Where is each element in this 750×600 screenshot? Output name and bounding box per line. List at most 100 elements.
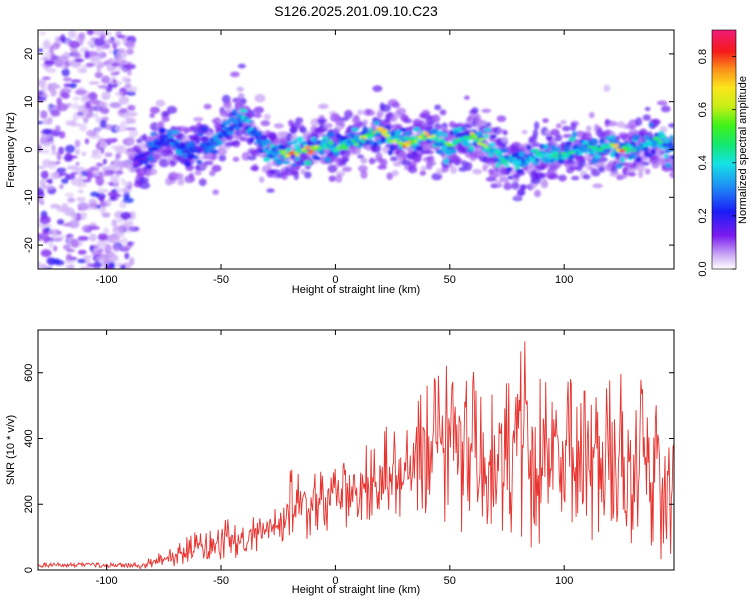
spectrogram-noise-cell: [104, 138, 117, 144]
spectrogram-noise-cell: [85, 62, 95, 68]
spectrogram-ridge-cell: [292, 139, 298, 145]
spectrogram-halo-cell: [211, 152, 218, 161]
spectrogram-halo-cell: [335, 174, 343, 183]
spectrogram-ridge-cell: [436, 149, 443, 155]
spectrogram-noise-cell: [55, 125, 61, 133]
snr-ytick-label: 400: [23, 429, 35, 447]
spectrogram-core-cell: [500, 156, 505, 160]
spectrogram-halo-cell: [188, 172, 195, 182]
spectrogram-ridge-cell: [318, 149, 326, 156]
spectrogram-core-cell: [341, 143, 347, 147]
snr-plot-area: [38, 330, 674, 570]
spectrogram-noise-cell: [104, 169, 115, 177]
spectrogram-ridge-cell: [643, 135, 650, 140]
spectrogram-halo-cell: [203, 103, 212, 110]
spectrogram-noise-cell: [126, 48, 134, 55]
spectrogram-noise-cell: [81, 178, 92, 183]
spectrogram-ridge-cell: [636, 157, 641, 163]
spectrogram-ytick-label: -20: [23, 237, 35, 253]
spectrogram-ylabel: Frequency (Hz): [5, 112, 17, 188]
spectrogram-ridge-cell: [263, 156, 271, 163]
spectrogram-core-cell: [519, 163, 525, 167]
spectrogram-halo-cell: [391, 102, 401, 109]
spectrogram-ytick-label: 0: [23, 146, 35, 152]
spectrogram-noise-cell: [63, 77, 72, 82]
spectrogram-noise-cell: [63, 59, 70, 69]
spectrogram-ridge-cell: [483, 128, 492, 132]
spectrogram-halo-cell: [240, 98, 247, 105]
spectrogram-noise-cell: [106, 39, 113, 43]
spectrogram-noise-cell: [59, 34, 66, 42]
spectrogram-noise-cell: [74, 89, 87, 96]
spectrogram-noise-cell: [47, 257, 56, 266]
spectrogram-halo-cell: [142, 133, 148, 142]
spectrogram-core-cell: [282, 149, 287, 154]
spectrogram-noise-cell: [78, 173, 84, 182]
spectrogram-noise-cell: [118, 166, 123, 171]
spectrogram-noise-cell: [61, 68, 70, 77]
spectrogram-noise-cell: [88, 81, 100, 85]
snr-ytick-label: 200: [23, 495, 35, 513]
spectrogram-noise-cell: [126, 119, 137, 124]
spectrogram-noise-cell: [70, 79, 82, 83]
spectrogram-core-cell: [360, 139, 366, 144]
spectrogram-halo-cell: [660, 105, 671, 113]
spectrogram-core-cell: [252, 133, 259, 137]
spectrogram-noise-cell: [111, 145, 117, 150]
spectrogram-core-cell: [134, 161, 141, 165]
spectrogram-noise-cell: [70, 256, 78, 261]
spectrogram-core-cell: [156, 140, 163, 144]
spectrogram-noise-cell: [43, 39, 51, 49]
spectrogram-core-cell: [478, 137, 485, 141]
spectrogram-noise-cell: [99, 141, 108, 149]
spectrogram-ridge-cell: [442, 132, 448, 138]
spectrogram-core-cell: [548, 150, 553, 154]
spectrogram-halo-cell: [541, 178, 548, 187]
spectrogram-halo-cell: [379, 158, 388, 167]
spectrogram-core-cell: [305, 145, 312, 150]
spectrogram-noise-cell: [65, 264, 76, 269]
spectrogram-core-cell: [236, 118, 241, 123]
spectrogram-noise-cell: [42, 76, 49, 81]
spectrogram-core-cell: [421, 136, 427, 140]
spectrogram-noise-cell: [107, 83, 119, 87]
spectrogram-halo-cell: [469, 112, 477, 119]
spectrogram-noise-cell: [122, 112, 131, 118]
spectrogram-ridge-cell: [307, 141, 315, 147]
spectrogram-halo-cell: [485, 122, 492, 128]
spectrogram-xtick-label: 50: [444, 274, 456, 286]
spectrogram-noise-cell: [59, 184, 64, 190]
spectrogram-halo-cell: [368, 157, 376, 165]
spectrogram-halo-cell: [542, 118, 549, 123]
spectrogram-ridge-cell: [568, 136, 576, 142]
spectrogram-core-cell: [214, 138, 220, 143]
spectrogram-noise-cell: [81, 151, 87, 157]
spectrogram-halo-cell: [671, 159, 674, 165]
spectrogram-core-cell: [374, 130, 381, 134]
spectrogram-halo-cell: [391, 123, 403, 129]
spectrogram-noise-cell: [74, 148, 81, 156]
spectrogram-halo-cell: [421, 109, 431, 118]
spectrogram-halo-cell: [219, 147, 228, 156]
spectrogram-ridge-cell: [193, 155, 199, 160]
spectrogram-core-cell: [405, 144, 411, 148]
spectrogram-noise-cell: [97, 233, 108, 241]
spectrogram-halo-cell: [603, 84, 611, 93]
spectrogram-halo-cell: [342, 152, 351, 159]
colorbar-tick-label: 0.6: [697, 102, 709, 117]
spectrogram-noise-cell: [101, 212, 111, 218]
spectrogram-halo-cell: [149, 106, 160, 114]
spectrogram-core-cell: [142, 157, 148, 161]
spectrogram-noise-cell: [80, 212, 88, 219]
spectrogram-halo-cell: [236, 86, 244, 92]
spectrogram-ridge-cell: [299, 161, 306, 166]
spectrogram-halo-cell: [476, 122, 486, 127]
spectrogram-noise-cell: [93, 38, 106, 47]
spectrogram-noise-cell: [96, 61, 106, 69]
spectrogram-ridge-cell: [648, 122, 654, 128]
spectrogram-noise-cell: [86, 171, 93, 180]
spectrogram-halo-cell: [617, 174, 628, 179]
spectrogram-noise-cell: [103, 31, 113, 36]
spectrogram-ridge-cell: [362, 126, 368, 133]
